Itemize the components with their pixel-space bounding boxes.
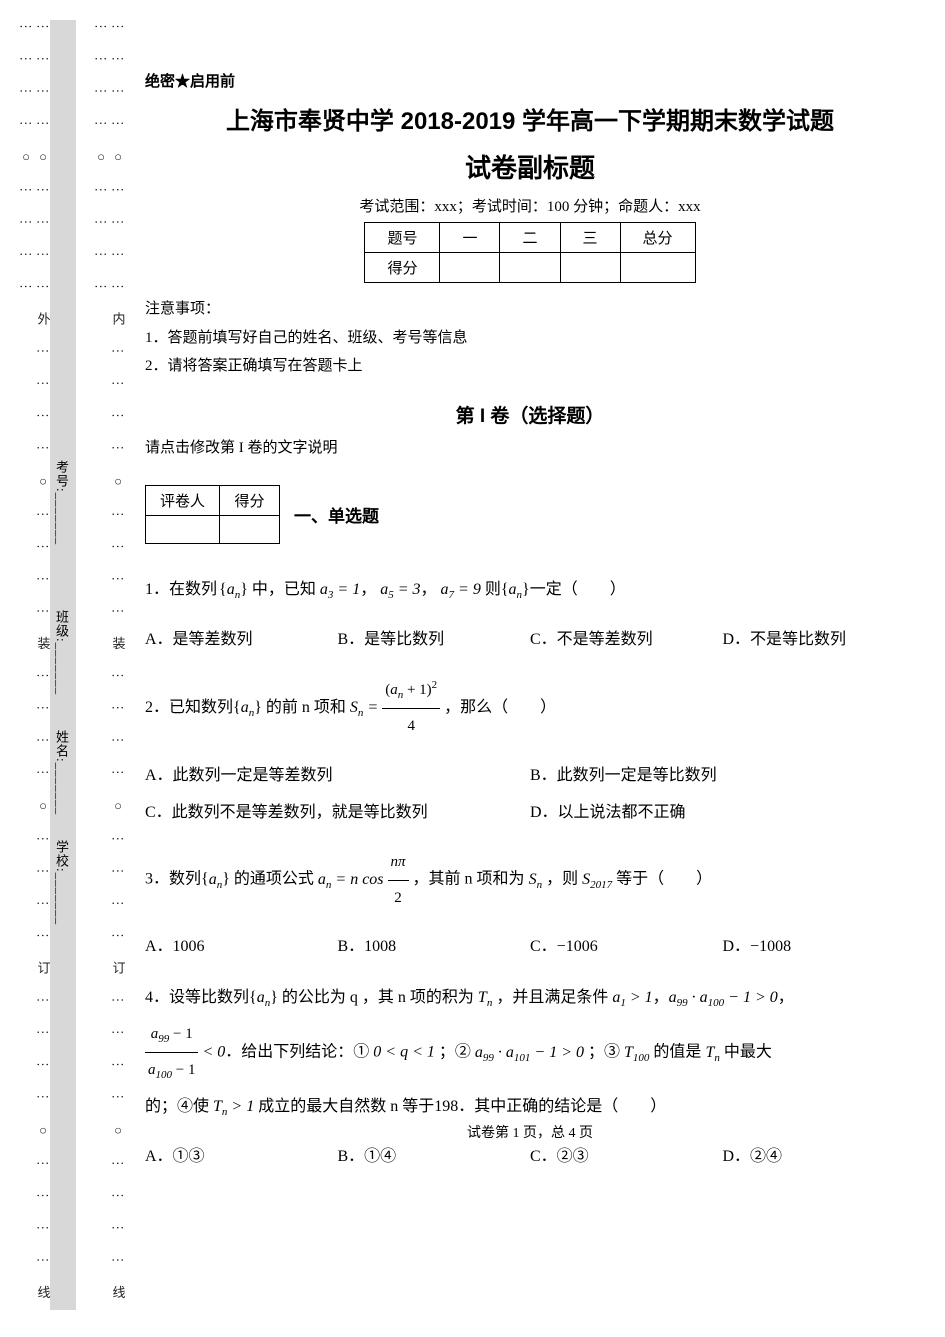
math-Sn: Sn [529,871,543,888]
math-S2017: S2017 [582,871,612,888]
notice-block: 注意事项： 1．答题前填写好自己的姓名、班级、考号等信息 2．请将答案正确填写在… [145,295,915,381]
q4-optC: C．②③ [530,1139,723,1176]
math-stmt2: a99 · a101 − 1 > 0 [475,1044,584,1061]
math-fraction: nπ 2 [388,845,409,915]
grader-table: 评卷人 得分 [145,485,280,544]
th-3: 三 [560,223,620,253]
form-label-class: 班级:_______ [52,610,74,700]
inner-margin-text: ⋮ ⋮ ⋮ ⋮ ○ ⋮ ⋮ ⋮ ⋮ 内 ⋮ ⋮ ⋮ ⋮ ○ ⋮ ⋮ ⋮ ⋮ 装 … [93,20,128,1310]
th-1: 一 [440,223,500,253]
q2-optA: A．此数列一定是等差数列 [145,758,530,795]
exam-title: 上海市奉贤中学 2018-2019 学年高一下学期期末数学试题 [145,101,915,136]
td-score-label: 得分 [365,253,440,283]
q1-optB: B．是等比数列 [338,622,531,659]
math-Tn: Tn [478,989,492,1006]
section-1-note: 请点击修改第 I 卷的文字说明 [145,436,915,457]
outer-margin-text: ⋮ ⋮ ⋮ ⋮ ○ ⋮ ⋮ ⋮ ⋮ 外 ⋮ ⋮ ⋮ ⋮ ○ ⋮ ⋮ ⋮ ⋮ 装 … [18,20,53,1310]
secret-line: 绝密★启用前 [145,70,915,91]
form-label-school: 学校:_______ [52,840,74,930]
question-1: 1．在数列{an} 中，已知 a3 = 1， a5 = 3， a7 = 9 则{… [145,572,915,609]
math-a5: a5 = 3 [380,581,420,598]
form-label-examno: 考号:_______ [52,460,74,550]
question-2: 2．已知数列{an} 的前 n 项和 Sn = (an + 1)2 4 ，那么（… [145,673,915,744]
grader-blank [146,515,220,543]
math-fraction: a99 − 1 a100 − 1 [145,1017,198,1089]
q3-optD: D．−1008 [723,929,916,966]
question-2-options: A．此数列一定是等差数列 B．此数列一定是等比数列 C．此数列不是等差数列，就是… [145,758,915,832]
q2-optB: B．此数列一定是等比数列 [530,758,915,795]
notice-line2: 2．请将答案正确填写在答题卡上 [145,352,915,381]
section-1-header: 第 I 卷（选择题） [145,401,915,428]
math-an: an = n cos [318,871,384,888]
th-total: 总分 [620,223,695,253]
td-blank [620,253,695,283]
q1-optD: D．不是等比数列 [723,622,916,659]
page-footer: 试卷第 1 页，总 4 页 [145,1122,915,1142]
td-blank [440,253,500,283]
question-type-label: 一、单选题 [294,502,379,527]
question-4: 4．设等比数列{an} 的公比为 q ，其 n 项的积为 Tn ，并且满足条件 … [145,980,915,1125]
outer-binding-margin: ⋮ ⋮ ⋮ ⋮ ○ ⋮ ⋮ ⋮ ⋮ 外 ⋮ ⋮ ⋮ ⋮ ○ ⋮ ⋮ ⋮ ⋮ 装 … [25,20,45,1310]
math-seq: {an} [219,581,248,598]
question-3-options: A．1006 B．1008 C．−1006 D．−1008 [145,929,915,966]
notice-line1: 1．答题前填写好自己的姓名、班级、考号等信息 [145,324,915,353]
question-4-options: A．①③ B．①④ C．②③ D．②④ [145,1139,915,1176]
table-row: 得分 [365,253,695,283]
q1-optA: A．是等差数列 [145,622,338,659]
grader-col2: 得分 [220,485,280,515]
q4-optA: A．①③ [145,1139,338,1176]
q2-optC: C．此数列不是等差数列，就是等比数列 [145,795,530,832]
question-1-options: A．是等差数列 B．是等比数列 C．不是等差数列 D．不是等比数列 [145,622,915,659]
exam-subtitle: 试卷副标题 [145,148,915,185]
math-a3: a3 = 1 [320,581,360,598]
math-cond2: a99 · a100 − 1 > 0 [669,989,778,1006]
exam-info: 考试范围：xxx；考试时间：100 分钟；命题人：xxx [145,195,915,216]
grader-row: 评卷人 得分 一、单选题 [145,485,915,544]
math-cond1: a1 > 1 [612,989,652,1006]
math-fraction: (an + 1)2 4 [382,673,440,744]
td-blank [500,253,560,283]
page-content: 绝密★启用前 上海市奉贤中学 2018-2019 学年高一下学期期末数学试题 试… [145,20,915,1190]
score-table: 题号 一 二 三 总分 得分 [364,222,695,283]
q1-optC: C．不是等差数列 [530,622,723,659]
q4-optD: D．②④ [723,1139,916,1176]
math-a7: a7 = 9 [441,581,481,598]
stmt3-text: T100 的值是 Tn 中最大 [624,1044,772,1061]
q4-optB: B．①④ [338,1139,531,1176]
math-stmt1: 0 < q < 1 [373,1044,435,1061]
table-row: 题号 一 二 三 总分 [365,223,695,253]
notice-heading: 注意事项： [145,295,915,324]
math-Sn: Sn = [350,699,382,716]
math-stmt4: Tn > 1 [213,1098,254,1115]
q3-optB: B．1008 [338,929,531,966]
grader-col1: 评卷人 [146,485,220,515]
q2-optD: D．以上说法都不正确 [530,795,915,832]
question-3: 3．数列{an} 的通项公式 an = n cos nπ 2 ，其前 n 项和为… [145,845,915,915]
inner-binding-margin: ⋮ ⋮ ⋮ ⋮ ○ ⋮ ⋮ ⋮ ⋮ 内 ⋮ ⋮ ⋮ ⋮ ○ ⋮ ⋮ ⋮ ⋮ 装 … [100,20,120,1310]
th-2: 二 [500,223,560,253]
td-blank [560,253,620,283]
grader-blank [220,515,280,543]
q3-optC: C．−1006 [530,929,723,966]
form-label-name: 姓名:_______ [52,730,74,820]
q3-optA: A．1006 [145,929,338,966]
th-num: 题号 [365,223,440,253]
